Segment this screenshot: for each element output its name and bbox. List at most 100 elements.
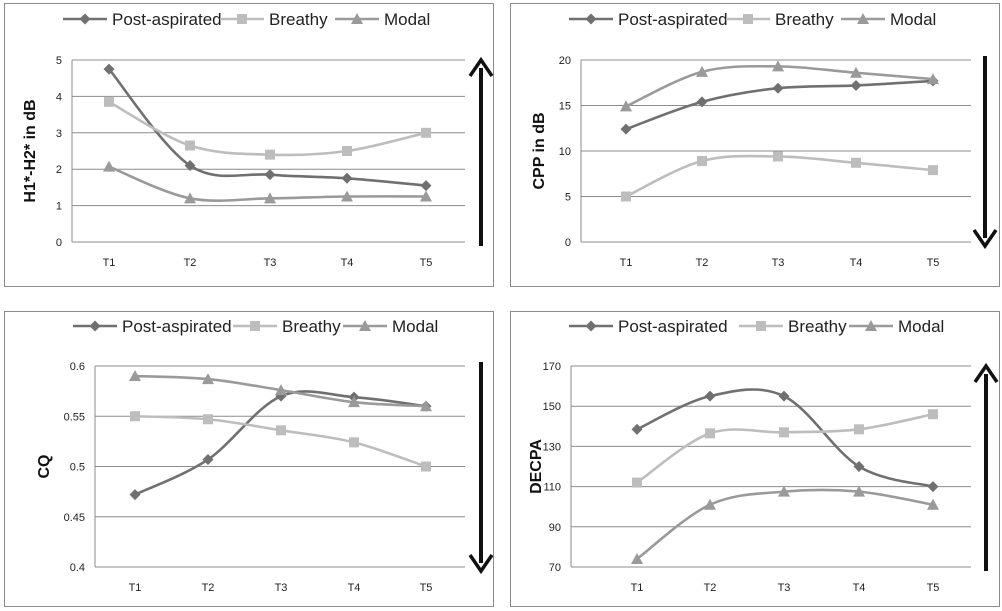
x-tick-label: T2 <box>696 257 709 269</box>
arrow-up-icon <box>975 366 997 571</box>
legend-marker-diamond <box>586 321 597 332</box>
y-tick-label: 0.55 <box>64 411 85 423</box>
y-tick-label: 150 <box>543 401 561 413</box>
legend-label-modal: Modal <box>890 10 936 29</box>
x-tick-label: T1 <box>129 582 142 594</box>
x-tick-label: T5 <box>420 582 433 594</box>
y-tick-label: 0 <box>565 237 571 249</box>
data-point-breathy-t2 <box>185 141 195 151</box>
y-tick-label: 130 <box>543 441 561 453</box>
x-tick-label: T4 <box>850 257 863 269</box>
y-axis-label: CQ <box>36 455 53 479</box>
legend: Post-aspirated Breathy Modal <box>73 317 438 336</box>
legend-marker-square <box>756 321 766 331</box>
legend-label-modal: Modal <box>898 317 944 336</box>
y-tick-label: 170 <box>543 361 561 373</box>
series-line-post-aspirated <box>637 389 933 486</box>
y-tick-label: 0.4 <box>70 562 85 574</box>
y-tick-label: 3 <box>56 128 62 140</box>
y-tick-label: 5 <box>56 55 62 67</box>
legend-marker-square <box>743 14 753 24</box>
data-point-post-aspirated-t4 <box>851 80 862 91</box>
legend: Post-aspirated Breathy Modal <box>569 10 936 29</box>
y-tick-label: 2 <box>56 164 62 176</box>
chart-panel-h1h2: Post-aspirated Breathy Modal 0 1 2 3 4 5 T1 T2 T3 T4… <box>4 3 494 287</box>
data-point-post-aspirated-t3 <box>773 83 784 94</box>
data-point-modal-t1 <box>103 161 115 172</box>
y-tick-label: 0.45 <box>64 512 85 524</box>
legend-label-post-aspirated: Post-aspirated <box>122 317 232 336</box>
data-point-post-aspirated-t5 <box>421 180 432 191</box>
legend: Post-aspirated Breathy Modal <box>569 317 944 336</box>
data-point-breathy-t4 <box>349 437 359 447</box>
series-breathy <box>621 151 938 201</box>
data-point-post-aspirated-t5 <box>928 481 939 492</box>
data-point-breathy-t3 <box>773 151 783 161</box>
legend-label-post-aspirated: Post-aspirated <box>112 10 222 29</box>
data-point-breathy-t2 <box>697 156 707 166</box>
series-line-breathy <box>135 416 426 466</box>
gridlines <box>571 366 971 567</box>
chart-panel-decpa: Post-aspirated Breathy Modal 70 90 110 130 150 1… <box>510 311 1000 607</box>
chart-svg: Post-aspirated Breathy Modal 70 90 110 130 150 1… <box>511 312 1001 608</box>
data-point-breathy-t2 <box>705 428 715 438</box>
series-breathy <box>632 409 938 487</box>
chart-panel-cpp: Post-aspirated Breathy Modal 0 5 10 15 20 T1 T2 T3… <box>510 3 1000 287</box>
y-tick-label: 10 <box>559 146 571 158</box>
legend-marker-square <box>237 14 247 24</box>
data-point-post-aspirated-t2 <box>705 391 716 402</box>
series-line-post-aspirated <box>109 69 426 185</box>
x-tick-label: T3 <box>772 257 785 269</box>
arrow-down-icon <box>470 362 492 571</box>
legend-marker-diamond <box>80 14 91 25</box>
y-axis-label: H1*-H2* in dB <box>22 99 39 202</box>
y-tick-label: 110 <box>543 482 561 494</box>
y-tick-label: 70 <box>549 562 561 574</box>
x-tick-label: T4 <box>341 257 354 269</box>
x-tick-label: T4 <box>348 582 361 594</box>
legend-item-modal: Modal <box>335 10 430 29</box>
data-point-breathy-t2 <box>203 414 213 424</box>
data-point-breathy-t5 <box>421 462 431 472</box>
x-tick-label: T5 <box>420 257 433 269</box>
legend-label-breathy: Breathy <box>282 317 341 336</box>
data-point-breathy-t3 <box>276 425 286 435</box>
data-point-breathy-t3 <box>265 150 275 160</box>
x-tick-label: T4 <box>853 582 866 594</box>
legend-marker-diamond <box>90 321 101 332</box>
legend-item-breathy: Breathy <box>739 317 847 336</box>
series-breathy <box>104 97 431 160</box>
legend: Post-aspirated Breathy Modal <box>63 10 430 29</box>
legend-item-breathy: Breathy <box>726 10 834 29</box>
series-line-breathy <box>637 414 933 482</box>
data-point-breathy-t4 <box>851 158 861 168</box>
x-tick-label: T3 <box>275 582 288 594</box>
legend-item-post-aspirated: Post-aspirated <box>569 10 728 29</box>
legend-label-post-aspirated: Post-aspirated <box>618 10 728 29</box>
data-point-post-aspirated-t1 <box>130 489 141 500</box>
series-line-modal <box>637 490 933 559</box>
x-tick-label: T2 <box>704 582 717 594</box>
chart-svg: Post-aspirated Breathy Modal 0 5 10 15 20 T1 T2 T3… <box>511 4 1001 288</box>
data-point-breathy-t5 <box>928 165 938 175</box>
legend-label-modal: Modal <box>384 10 430 29</box>
series-modal <box>129 370 432 411</box>
y-axis-label: CPP in dB <box>531 112 548 189</box>
data-point-breathy-t1 <box>104 97 114 107</box>
x-tick-label: T1 <box>620 257 633 269</box>
legend-item-post-aspirated: Post-aspirated <box>73 317 232 336</box>
series-modal <box>631 486 939 564</box>
legend-item-breathy: Breathy <box>220 10 328 29</box>
data-point-breathy-t1 <box>130 411 140 421</box>
data-point-breathy-t3 <box>779 427 789 437</box>
legend-label-breathy: Breathy <box>788 317 847 336</box>
x-tick-label: T5 <box>927 582 940 594</box>
x-tick-label: T5 <box>927 257 940 269</box>
arrow-down-icon <box>974 56 996 246</box>
y-tick-label: 15 <box>559 101 571 113</box>
data-point-post-aspirated-t1 <box>632 424 643 435</box>
y-axis-label: DECPA <box>528 439 545 494</box>
data-point-post-aspirated-t3 <box>265 169 276 180</box>
y-tick-label: 20 <box>559 55 571 67</box>
data-point-breathy-t4 <box>854 424 864 434</box>
